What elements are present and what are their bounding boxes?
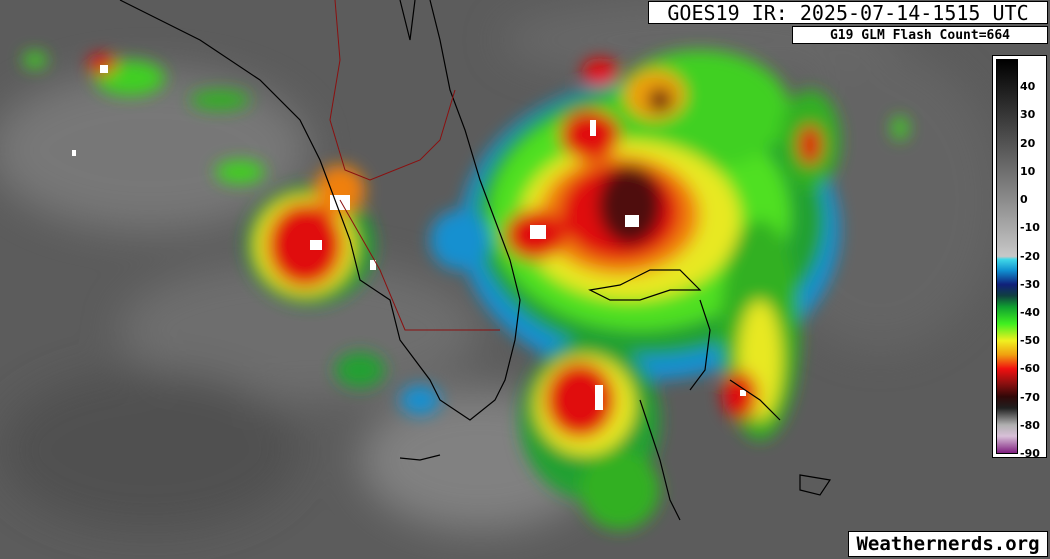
colorbar-tick-label: 0 xyxy=(1020,193,1028,207)
colorbar-tick-label: -60 xyxy=(1020,362,1040,376)
colorbar-tick-label: -70 xyxy=(1020,390,1040,404)
colorbar-tick-label: -50 xyxy=(1020,334,1040,348)
storm-cloud-tops xyxy=(23,50,908,530)
colorbar-tick-label: -20 xyxy=(1020,249,1040,263)
watermark: Weathernerds.org xyxy=(848,531,1048,557)
lightning-flashes xyxy=(72,65,746,410)
colorbar-gradient xyxy=(996,59,1018,454)
colorbar-tick-label: -30 xyxy=(1020,277,1040,291)
product-title: GOES19 IR: 2025-07-14-1515 UTC xyxy=(648,1,1048,25)
colorbar-tick-label: 20 xyxy=(1020,136,1036,150)
colorbar-tick-label: 10 xyxy=(1020,164,1036,178)
state-borders xyxy=(329,0,500,331)
temperature-colorbar: 40 30 20 10 0 -10 -20 -30 -40 -50 -60 -70 -80 -90 xyxy=(992,55,1047,460)
colorbar-tick-label: -90 xyxy=(1020,447,1040,460)
colorbar-tick-label: -40 xyxy=(1020,305,1040,319)
colorbar-tick-label: 30 xyxy=(1020,108,1036,122)
flash-count-label: G19 GLM Flash Count=664 xyxy=(792,26,1048,44)
coastlines xyxy=(119,0,832,521)
colorbar-tick-label: -10 xyxy=(1020,221,1040,235)
colorbar-tick-label: -80 xyxy=(1020,418,1040,432)
colorbar-tick-label: 40 xyxy=(1020,80,1036,94)
